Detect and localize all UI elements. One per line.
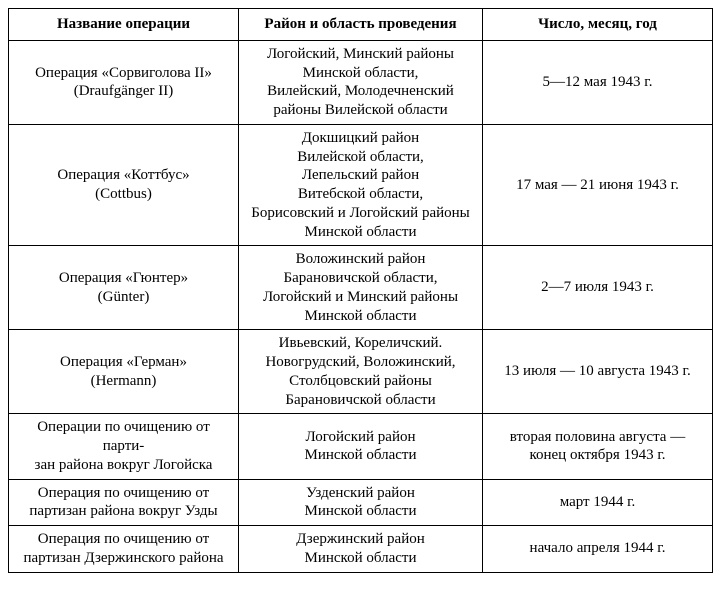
col-header-date: Число, месяц, год xyxy=(483,9,713,41)
cell-date: 13 июля — 10 августа 1943 г. xyxy=(483,330,713,414)
table-body: Операция «Сорвиголова II»(Draufgänger II… xyxy=(9,40,713,572)
operations-table: Название операции Район и область провед… xyxy=(8,8,713,573)
cell-name: Операция «Гюнтер»(Günter) xyxy=(9,246,239,330)
cell-area: Дзержинский районМинской области xyxy=(239,526,483,573)
table-row: Операция «Коттбус»(Cottbus) Докшицкий ра… xyxy=(9,124,713,246)
table-header-row: Название операции Район и область провед… xyxy=(9,9,713,41)
cell-name: Операция «Коттбус»(Cottbus) xyxy=(9,124,239,246)
cell-name: Операция по очищению отпартизан Дзержинс… xyxy=(9,526,239,573)
cell-date: 2—7 июля 1943 г. xyxy=(483,246,713,330)
cell-area: Узденский районМинской области xyxy=(239,479,483,526)
cell-date: март 1944 г. xyxy=(483,479,713,526)
cell-date: начало апреля 1944 г. xyxy=(483,526,713,573)
table-row: Операция «Герман»(Hermann) Ивьевский, Ко… xyxy=(9,330,713,414)
cell-area: Докшицкий районВилейской области,Лепельс… xyxy=(239,124,483,246)
table-row: Операции по очищению от парти-зан района… xyxy=(9,414,713,479)
cell-date: 17 мая — 21 июня 1943 г. xyxy=(483,124,713,246)
cell-area: Логойский, Минский районыМинской области… xyxy=(239,40,483,124)
cell-name: Операция по очищению отпартизан района в… xyxy=(9,479,239,526)
cell-area: Логойский районМинской области xyxy=(239,414,483,479)
cell-date: 5—12 мая 1943 г. xyxy=(483,40,713,124)
cell-name: Операция «Сорвиголова II»(Draufgänger II… xyxy=(9,40,239,124)
cell-area: Ивьевский, Кореличский.Новогрудский, Вол… xyxy=(239,330,483,414)
cell-date: вторая половина августа —конец октября 1… xyxy=(483,414,713,479)
table-row: Операция «Гюнтер»(Günter) Воложинский ра… xyxy=(9,246,713,330)
table-row: Операция по очищению отпартизан района в… xyxy=(9,479,713,526)
col-header-name: Название операции xyxy=(9,9,239,41)
table-row: Операция по очищению отпартизан Дзержинс… xyxy=(9,526,713,573)
cell-name: Операции по очищению от парти-зан района… xyxy=(9,414,239,479)
col-header-area: Район и область проведения xyxy=(239,9,483,41)
table-row: Операция «Сорвиголова II»(Draufgänger II… xyxy=(9,40,713,124)
cell-area: Воложинский районБарановичской области,Л… xyxy=(239,246,483,330)
cell-name: Операция «Герман»(Hermann) xyxy=(9,330,239,414)
